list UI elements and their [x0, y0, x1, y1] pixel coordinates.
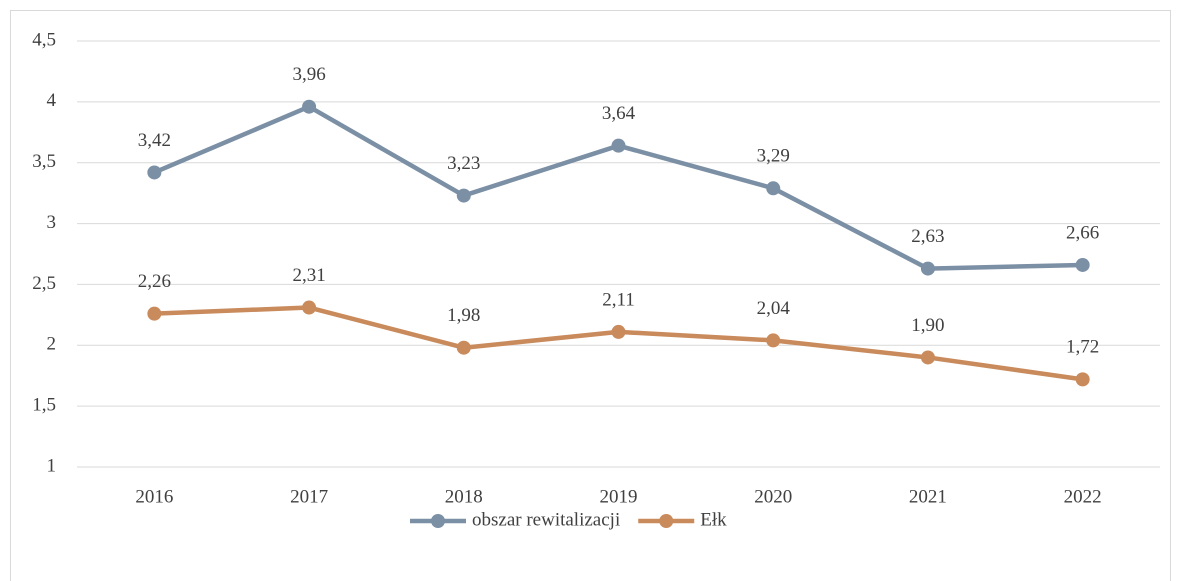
point: [920, 261, 935, 276]
x-tick-label: 2022: [1064, 486, 1102, 507]
data-label: 3,29: [757, 146, 790, 167]
point: [456, 340, 471, 355]
data-label: 2,11: [602, 289, 635, 310]
legend-marker: [431, 514, 445, 528]
chart-border: [10, 10, 1171, 581]
point: [1075, 257, 1090, 272]
x-tick-label: 2020: [754, 486, 792, 507]
data-label: 2,66: [1066, 222, 1099, 243]
data-label: 1,90: [911, 315, 944, 336]
data-label: 2,63: [911, 226, 944, 247]
x-tick-label: 2018: [445, 486, 483, 507]
point: [766, 181, 781, 196]
y-tick-label: 2,5: [32, 273, 56, 294]
x-tick-label: 2019: [600, 486, 638, 507]
data-label: 2,26: [138, 271, 171, 292]
point: [1075, 372, 1090, 387]
data-label: 2,04: [757, 298, 791, 319]
data-label: 2,31: [292, 265, 325, 286]
x-tick-label: 2021: [909, 486, 947, 507]
data-label: 1,72: [1066, 337, 1099, 358]
point: [920, 350, 935, 365]
x-tick-label: 2016: [135, 486, 173, 507]
y-tick-label: 4: [47, 90, 57, 111]
point: [302, 99, 317, 114]
data-label: 3,23: [447, 153, 480, 174]
data-label: 1,98: [447, 305, 480, 326]
point: [147, 306, 162, 321]
point: [766, 333, 781, 348]
x-tick-label: 2017: [290, 486, 328, 507]
point: [611, 138, 626, 153]
legend-marker: [659, 514, 674, 528]
y-tick-label: 3,5: [32, 151, 56, 172]
point: [147, 165, 162, 180]
y-tick-label: 2: [47, 334, 57, 355]
y-tick-label: 3: [47, 212, 57, 233]
y-tick-label: 1: [47, 455, 57, 476]
point: [302, 300, 317, 315]
point: [456, 188, 471, 203]
y-tick-label: 1,5: [32, 395, 56, 416]
point: [611, 324, 626, 339]
data-label: 3,42: [138, 130, 171, 151]
legend-label: obszar rewitalizacji: [472, 509, 620, 530]
data-label: 3,96: [292, 64, 325, 85]
legend-label: Ełk: [700, 509, 727, 530]
y-tick-label: 4,5: [32, 29, 56, 50]
data-label: 3,64: [602, 103, 636, 124]
